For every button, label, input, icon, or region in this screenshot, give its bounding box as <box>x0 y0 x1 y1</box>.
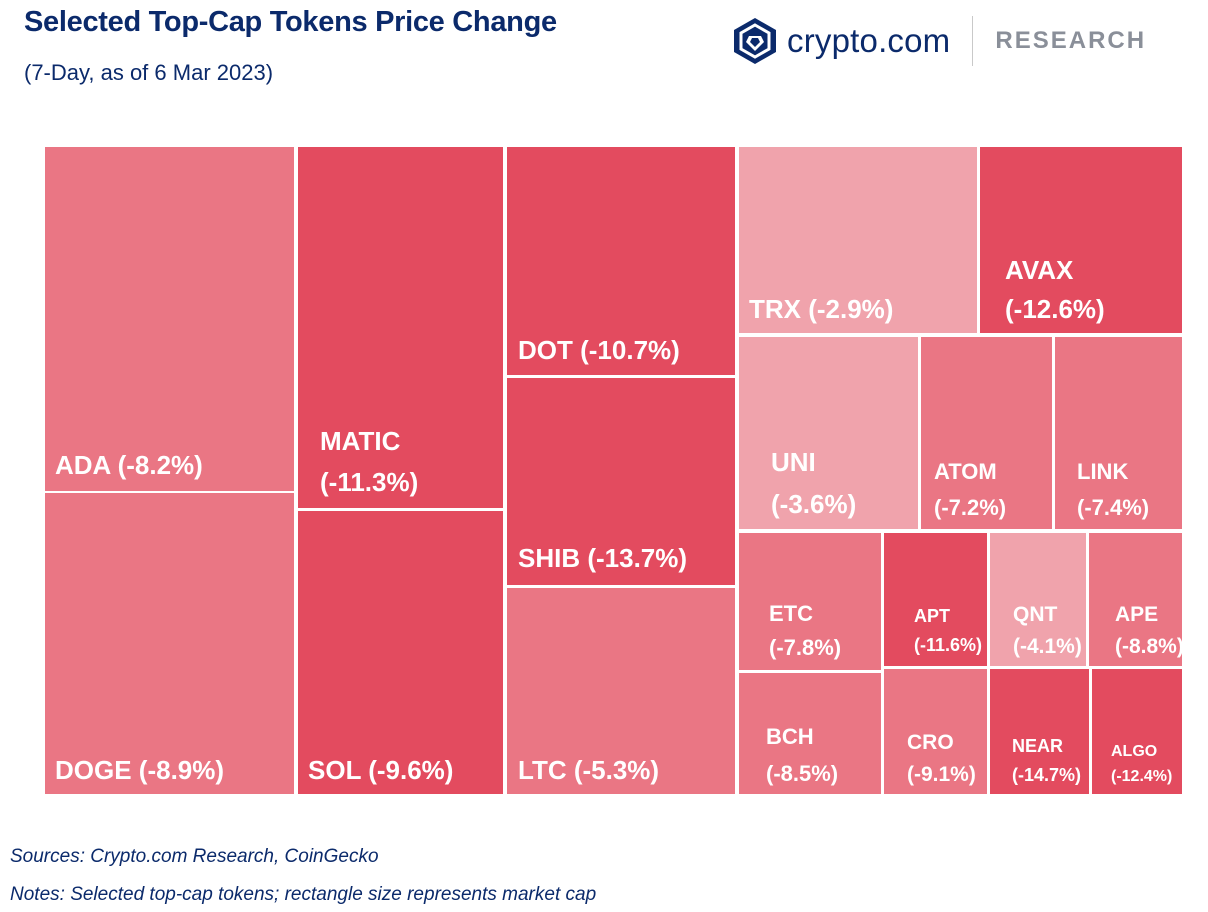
tile-trx <box>739 147 977 333</box>
tile-label-bch-name: BCH <box>766 724 814 749</box>
tile-qnt <box>990 533 1086 666</box>
logo-divider <box>972 16 974 66</box>
brand-logo: crypto.com RESEARCH <box>733 16 1146 66</box>
tile-apt <box>884 533 987 666</box>
brand-name: crypto.com <box>787 22 951 59</box>
tile-label-qnt-name: QNT <box>1013 603 1058 626</box>
tile-label-link-name: LINK <box>1077 459 1128 484</box>
tile-etc <box>739 533 881 670</box>
tile-label-link-change: (-7.4%) <box>1077 495 1149 520</box>
tile-label-dot: DOT (-10.7%) <box>518 335 680 365</box>
tile-label-shib: SHIB (-13.7%) <box>518 543 687 573</box>
tile-label-etc-name: ETC <box>769 601 813 626</box>
tile-label-ltc: LTC (-5.3%) <box>518 755 659 785</box>
tile-label-etc-change: (-7.8%) <box>769 635 841 660</box>
tile-label-atom-name: ATOM <box>934 459 997 484</box>
tile-label-algo-change: (-12.4%) <box>1111 768 1172 785</box>
tile-doge <box>45 493 294 794</box>
tile-label-bch-change: (-8.5%) <box>766 761 838 786</box>
tile-label-doge: DOGE (-8.9%) <box>55 755 224 785</box>
tile-label-uni-change: (-3.6%) <box>771 489 856 519</box>
tile-label-cro-name: CRO <box>907 731 954 754</box>
tile-label-avax-name: AVAX <box>1005 255 1074 285</box>
tile-label-ape-name: APE <box>1115 603 1158 626</box>
tile-label-qnt-change: (-4.1%) <box>1013 635 1082 658</box>
tile-label-ada: ADA (-8.2%) <box>55 450 203 480</box>
tile-bch <box>739 673 881 794</box>
tile-label-apt-name: APT <box>914 606 950 626</box>
tile-near <box>990 669 1089 794</box>
tile-sol <box>298 511 503 794</box>
tile-label-algo-name: ALGO <box>1111 743 1157 760</box>
tile-label-avax-change: (-12.6%) <box>1005 294 1105 324</box>
tile-uni <box>739 337 918 529</box>
tile-label-atom-change: (-7.2%) <box>934 495 1006 520</box>
brand-section: RESEARCH <box>995 27 1147 54</box>
crypto-com-shield-icon <box>734 18 776 64</box>
tile-link <box>1055 337 1182 529</box>
tile-label-uni-name: UNI <box>771 447 816 477</box>
notes-text: Notes: Selected top-cap tokens; rectangl… <box>10 884 597 905</box>
sources-note: Sources: Crypto.com Research, CoinGecko <box>10 846 379 867</box>
tile-shib <box>507 378 735 585</box>
tile-avax <box>980 147 1182 333</box>
tile-label-sol: SOL (-9.6%) <box>308 755 453 785</box>
tile-dot <box>507 147 735 375</box>
tile-algo <box>1092 669 1182 794</box>
tile-label-ape-change: (-8.8%) <box>1115 635 1184 658</box>
tile-label-trx: TRX (-2.9%) <box>749 294 893 324</box>
tile-ada <box>45 147 294 491</box>
tile-label-cro-change: (-9.1%) <box>907 763 976 786</box>
tile-label-apt-change: (-11.6%) <box>914 635 982 655</box>
tile-ape <box>1089 533 1182 666</box>
tile-atom <box>921 337 1052 529</box>
tile-matic <box>298 147 503 508</box>
tile-label-matic-name: MATIC <box>320 426 401 456</box>
chart-title: Selected Top-Cap Tokens Price Change <box>24 6 557 38</box>
tile-label-near-change: (-14.7%) <box>1012 765 1081 785</box>
tile-ltc <box>507 588 735 794</box>
tile-label-matic-change: (-11.3%) <box>320 467 418 497</box>
tile-cro <box>884 669 987 794</box>
chart-subtitle: (7-Day, as of 6 Mar 2023) <box>24 60 274 85</box>
tile-label-near-name: NEAR <box>1012 736 1063 756</box>
